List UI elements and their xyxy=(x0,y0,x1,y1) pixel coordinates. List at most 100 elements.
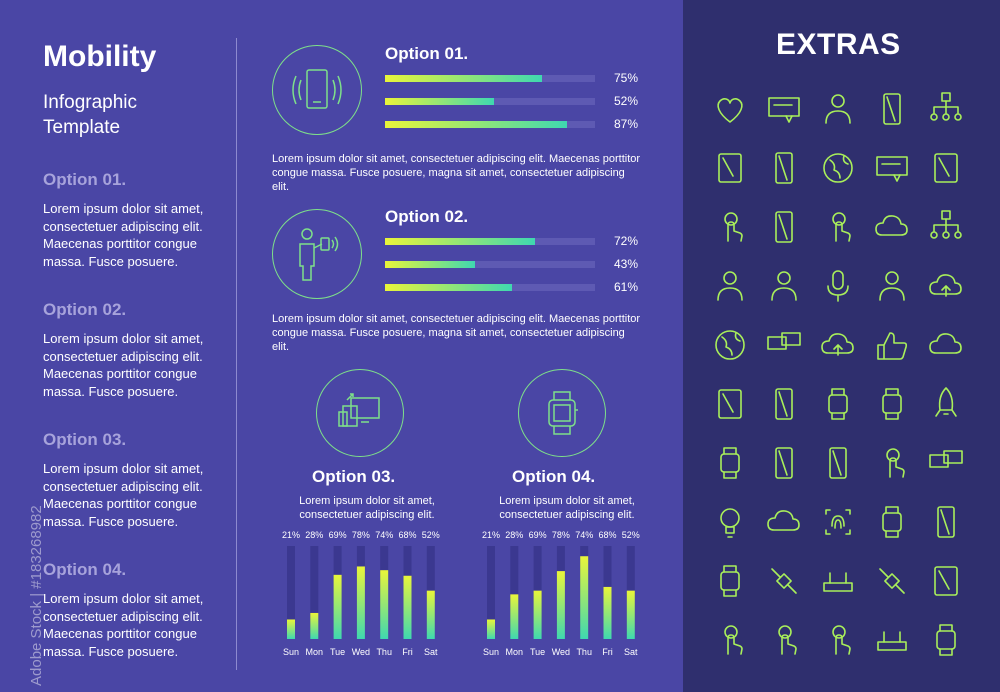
progress-bar-fill xyxy=(385,238,536,245)
cloud-upload-icon xyxy=(818,325,858,365)
left-option-3: Option 03. Lorem ipsum dolor sit amet, c… xyxy=(43,430,223,530)
satellite-icon xyxy=(764,561,804,601)
bar-value-label: 74% xyxy=(575,530,593,540)
left-option-text: Lorem ipsum dolor sit amet, consectetuer… xyxy=(43,461,204,529)
phone-wifi-icon xyxy=(818,443,858,483)
bar-track xyxy=(510,546,519,639)
bar-value-label: 52% xyxy=(622,530,640,540)
network-nodes-icon xyxy=(926,207,966,247)
bar-category-label: Tue xyxy=(330,647,345,657)
globe-icon xyxy=(710,325,750,365)
progress-bar-fill xyxy=(385,261,475,268)
option-4-bar-chart: 21% Sun 28% Mon 69% Tue 78% Wed 74% Thu 68% Fri 52% S… xyxy=(482,530,640,657)
option-4-title: Option 04. xyxy=(512,467,596,486)
vibrating-phone-icon xyxy=(764,207,804,247)
progress-bar-fill xyxy=(385,284,513,291)
left-option-4: Option 04. Lorem ipsum dolor sit amet, c… xyxy=(43,560,223,660)
router-icon xyxy=(818,561,858,601)
connected-device-icon xyxy=(872,620,912,660)
bar-category-label: Sun xyxy=(483,647,499,657)
lightbulb-icon xyxy=(710,502,750,542)
cloud-icon xyxy=(764,502,804,542)
phone-heart-touch-icon xyxy=(818,207,858,247)
left-option-text: Lorem ipsum dolor sit amet, consectetuer… xyxy=(43,201,204,269)
progress-bar xyxy=(385,98,595,105)
option-3-title: Option 03. xyxy=(312,467,396,486)
bar-category-label: Thu xyxy=(376,647,392,657)
progress-percent: 87% xyxy=(614,117,639,131)
smartwatch-time-icon xyxy=(710,443,750,483)
option-4-text: Lorem ipsum dolor sit amet, consectetuer… xyxy=(499,495,635,521)
bar xyxy=(403,575,412,639)
smartwatch-check-icon xyxy=(710,561,750,601)
rocket-icon xyxy=(926,384,966,424)
phone-lock-icon xyxy=(764,384,804,424)
bar-category-label: Mon xyxy=(506,647,524,657)
bar-track xyxy=(487,546,495,639)
bar-category-label: Fri xyxy=(402,647,413,657)
tablet-icon xyxy=(710,148,750,188)
sync-devices-icon xyxy=(818,148,858,188)
progress-percent: 52% xyxy=(614,94,639,108)
bar xyxy=(356,566,365,639)
org-chart-icon xyxy=(926,89,966,129)
bar-category-label: Mon xyxy=(306,647,324,657)
option-3-bar-chart: 21% Sun 28% Mon 69% Tue 78% Wed 74% Thu 68% Fri 52% S… xyxy=(282,530,440,657)
bar xyxy=(603,586,612,639)
bar-value-label: 69% xyxy=(329,530,347,540)
thumbs-up-phone-icon xyxy=(872,325,912,365)
bar-category-label: Fri xyxy=(602,647,613,657)
bar xyxy=(310,612,319,639)
option-1-title: Option 01. xyxy=(385,44,469,63)
bar xyxy=(533,590,542,639)
devices-icon xyxy=(710,384,750,424)
cloud-people-icon xyxy=(926,325,966,365)
progress-bar-fill xyxy=(385,75,542,82)
progress-bar xyxy=(385,238,595,245)
bar-value-label: 68% xyxy=(598,530,616,540)
cloud-upload-icon xyxy=(926,266,966,306)
person-phone-signal-icon xyxy=(872,266,912,306)
bar-track xyxy=(287,546,295,639)
tablet-icon xyxy=(926,148,966,188)
speech-bubble-icon xyxy=(764,89,804,129)
bar-value-label: 52% xyxy=(422,530,440,540)
option-2-icon-ring xyxy=(272,209,362,299)
bar-value-label: 21% xyxy=(282,530,300,540)
page-subtitle: Infographic Template xyxy=(43,92,138,138)
smartwatch-heart-icon xyxy=(818,384,858,424)
bar xyxy=(380,570,389,639)
option-3-text: Lorem ipsum dolor sit amet, consectetuer… xyxy=(299,495,435,521)
cloud-phone-icon xyxy=(872,207,912,247)
progress-bar xyxy=(385,75,595,82)
bar xyxy=(487,619,495,639)
bar-value-label: 78% xyxy=(552,530,570,540)
user-globe-head-icon xyxy=(764,266,804,306)
card-payment-icon xyxy=(764,620,804,660)
bar-category-label: Wed xyxy=(352,647,370,657)
bar-category-label: Tue xyxy=(530,647,545,657)
phone-chat-icon xyxy=(764,443,804,483)
user-globe-icon xyxy=(710,266,750,306)
option-4-icon-ring xyxy=(518,369,606,457)
wrist-watch-icon xyxy=(872,502,912,542)
bar xyxy=(580,556,589,639)
tablet-headphones-icon xyxy=(926,561,966,601)
left-option-text: Lorem ipsum dolor sit amet, consectetuer… xyxy=(43,591,204,659)
devices-icon xyxy=(338,393,380,427)
bar xyxy=(426,590,435,639)
left-option-2: Option 02. Lorem ipsum dolor sit amet, c… xyxy=(43,300,223,400)
bar-value-label: 28% xyxy=(505,530,523,540)
bar-category-label: Wed xyxy=(552,647,570,657)
left-option-title: Option 03. xyxy=(43,430,127,449)
touch-finger-icon xyxy=(818,620,858,660)
page-title: Mobility xyxy=(43,40,157,73)
stock-id-label: Adobe Stock | #183268982 xyxy=(28,505,45,686)
option-1-text: Lorem ipsum dolor sit amet, consectetuer… xyxy=(272,153,641,193)
bar-value-label: 68% xyxy=(398,530,416,540)
progress-percent: 43% xyxy=(614,257,639,271)
bar-category-label: Sat xyxy=(424,647,438,657)
satellite-dish-icon xyxy=(872,561,912,601)
extras-title: EXTRAS xyxy=(776,28,901,61)
progress-percent: 75% xyxy=(614,71,639,85)
